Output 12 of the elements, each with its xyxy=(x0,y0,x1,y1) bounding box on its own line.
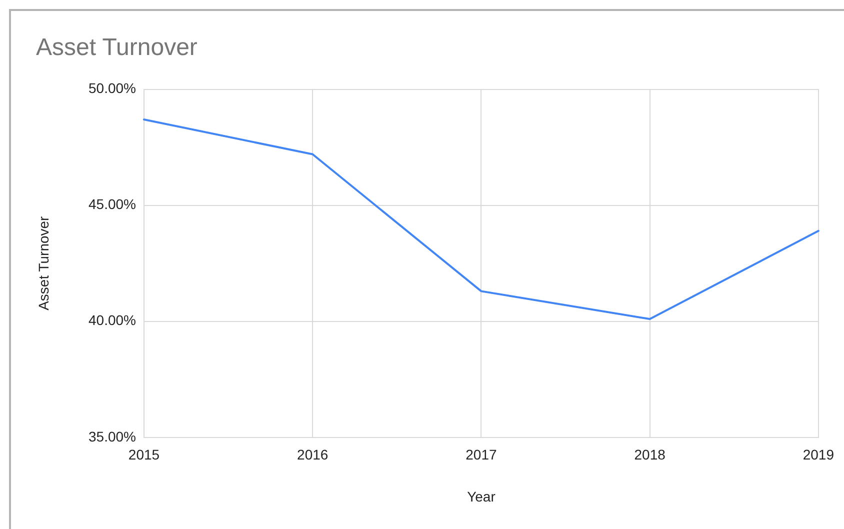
y-tick-label: 45.00% xyxy=(88,196,136,212)
x-tick-label: 2016 xyxy=(297,446,328,463)
y-tick-label: 35.00% xyxy=(88,428,136,444)
x-tick-label: 2019 xyxy=(802,446,834,463)
x-tick-label: 2018 xyxy=(634,446,666,463)
x-tick-label: 2015 xyxy=(128,446,160,463)
y-tick-label: 50.00% xyxy=(88,80,136,96)
y-axis-title: Asset Turnover xyxy=(35,216,52,310)
chart-title: Asset Turnover xyxy=(36,34,198,62)
x-axis-title: Year xyxy=(467,488,496,504)
x-tick-label: 2017 xyxy=(466,446,497,463)
y-tick-label: 40.00% xyxy=(88,312,136,328)
